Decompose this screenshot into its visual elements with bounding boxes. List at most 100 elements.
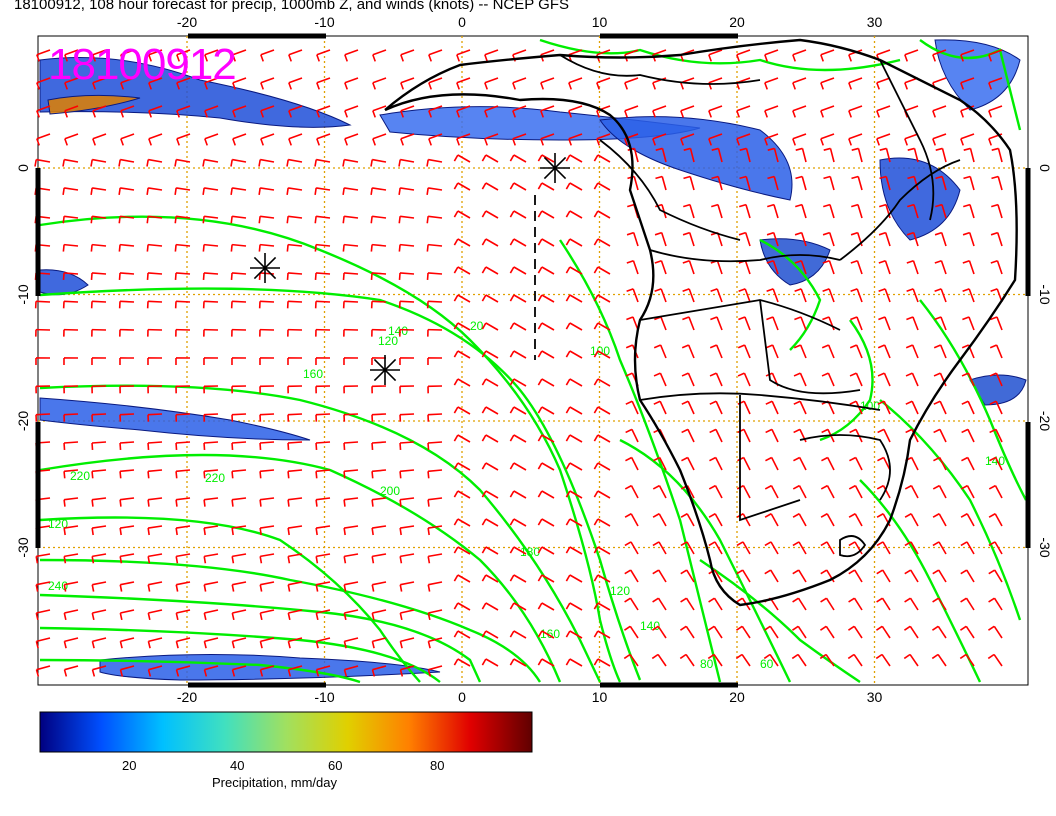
wind-barb (541, 658, 555, 667)
wind-barb (64, 581, 79, 586)
wind-barb-flag (62, 272, 65, 280)
wind-barb-flag (119, 527, 122, 536)
wind-barb (120, 49, 135, 56)
wind-barb-flag (36, 82, 40, 90)
wind-barb-flag (371, 584, 375, 592)
wind-barb-flag (959, 653, 967, 660)
wind-barb-flag (398, 187, 401, 195)
lon-tick-bottom: 0 (458, 689, 466, 705)
wind-barb-flag (764, 54, 768, 62)
wind-barb (969, 204, 975, 219)
colorbar-tick: 60 (328, 758, 343, 773)
wind-barb (259, 300, 275, 303)
wind-barb (428, 553, 443, 558)
wind-barb-flag (453, 210, 459, 218)
wind-barb (773, 204, 779, 219)
wind-barb (64, 215, 79, 219)
wind-barb (343, 413, 359, 416)
wind-barb-flag (258, 187, 261, 195)
wind-barb-flag (905, 400, 913, 405)
wind-barb-flag (287, 641, 291, 649)
wind-barb-flag (652, 597, 659, 603)
wind-barb (344, 77, 359, 84)
contour-label: 120 (48, 517, 68, 531)
wind-barb (988, 49, 1003, 56)
wind-barb-flag (372, 82, 376, 90)
wind-barb-flag (176, 82, 180, 90)
precip-area (39, 397, 311, 441)
wind-barb-flag (456, 54, 460, 62)
wind-barb (856, 288, 863, 303)
wind-barb (855, 372, 863, 387)
wind-barb (485, 294, 499, 303)
wind-barb (995, 400, 1003, 415)
wind-barb (631, 400, 639, 415)
wind-barb-flag (877, 372, 885, 377)
wind-barb-flag (989, 344, 997, 349)
wind-barb (630, 457, 639, 471)
wind-barb-flag (509, 434, 515, 442)
wind-barb-flag (792, 513, 800, 518)
wind-barb (937, 597, 947, 611)
contour-label: 120 (378, 334, 398, 348)
wind-barb-flag (708, 54, 712, 62)
wind-barb (689, 204, 695, 219)
wind-barb (36, 665, 51, 671)
wind-barb-flag (427, 641, 431, 649)
wind-barb-flag (202, 159, 205, 167)
wind-barb (399, 300, 415, 303)
wind-barb (316, 525, 331, 529)
wind-barb-flag (961, 344, 969, 349)
wind-barb-flag (820, 597, 827, 603)
wind-barb (659, 400, 667, 415)
wind-barb (513, 322, 527, 331)
wind-barb (288, 497, 303, 501)
wind-barb-flag (426, 159, 429, 167)
wind-barb (541, 630, 555, 639)
wind-barb (631, 429, 639, 443)
wind-barb-flag (63, 471, 66, 479)
wind-barb-flag (537, 490, 543, 498)
wind-barb (36, 609, 51, 614)
wind-barb (857, 148, 863, 163)
wind-barb (826, 569, 835, 583)
wind-barb (965, 625, 975, 639)
wind-barb-flag (399, 471, 402, 479)
wind-barb (371, 413, 387, 416)
wind-barb-flag (509, 294, 515, 302)
wind-barb (343, 469, 359, 473)
wind-barb-flag (793, 456, 801, 462)
wind-barb-flag (792, 54, 796, 62)
wind-barb (633, 148, 639, 163)
wind-barb-flag (91, 584, 95, 592)
contour-label: 60 (760, 657, 774, 671)
wind-barb-flag (934, 288, 942, 293)
wind-barb-flag (315, 584, 319, 592)
wind-barb (147, 300, 163, 303)
wind-barb-flag (453, 238, 459, 246)
wind-barb (456, 133, 471, 140)
wind-barb-flag (481, 406, 487, 414)
wind-barb (120, 497, 135, 501)
wind-barb-flag (991, 175, 999, 180)
wind-barb (231, 469, 247, 473)
wind-barb-flag (372, 138, 376, 146)
wind-barb (960, 49, 975, 56)
wind-barb-flag (962, 260, 970, 264)
wind-barb (231, 441, 247, 444)
wind-barb (203, 413, 219, 416)
wind-barb (848, 105, 863, 112)
wind-barb (652, 49, 667, 56)
wind-barb (147, 272, 163, 275)
wind-barb (741, 625, 751, 639)
wind-barb-flag (654, 260, 662, 264)
wind-barb (912, 232, 919, 247)
wind-barb-flag (286, 216, 289, 224)
wind-barb-flag (147, 471, 150, 479)
wind-barb (939, 372, 947, 387)
height-contour (39, 215, 622, 683)
wind-barb-flag (427, 442, 430, 451)
wind-barb (715, 372, 723, 387)
wind-barb (820, 49, 835, 56)
wind-barb (513, 490, 527, 499)
